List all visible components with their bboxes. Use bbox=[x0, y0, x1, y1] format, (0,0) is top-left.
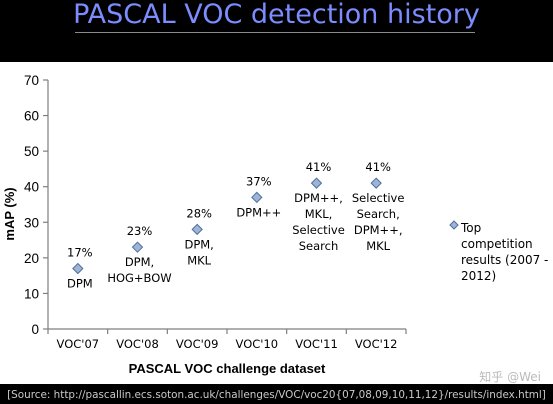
x-ticks: VOC'07 VOC'08 VOC'09 VOC'10 VOC'11 VOC'12 bbox=[47, 329, 407, 351]
method-label-line: Selective bbox=[292, 223, 345, 237]
method-label-line: MKL bbox=[366, 239, 390, 253]
x-tick-label: VOC'07 bbox=[57, 337, 100, 351]
method-label-line: DPM++, bbox=[294, 191, 343, 205]
method-label: DPM++ bbox=[236, 205, 281, 219]
y-tick-label: 30 bbox=[24, 215, 39, 230]
method-label-line: DPM++, bbox=[354, 223, 403, 237]
legend-marker bbox=[449, 220, 459, 230]
method-label: Selective Search, DPM++, MKL bbox=[352, 191, 405, 253]
value-label: 41% bbox=[306, 160, 332, 174]
legend-label-line: results (2007 - bbox=[461, 253, 548, 267]
x-tick-label: VOC'12 bbox=[355, 337, 398, 351]
method-label-line: HOG+BOW bbox=[107, 271, 171, 285]
data-point bbox=[72, 262, 84, 275]
watermark: 知乎 @Wei bbox=[479, 370, 541, 384]
method-label-line: Search, bbox=[357, 207, 400, 221]
value-label: 23% bbox=[127, 224, 153, 238]
method-label-line: DPM, bbox=[125, 255, 154, 269]
x-tick-label: VOC'11 bbox=[295, 337, 338, 351]
method-label: DPM++, MKL, Selective Search bbox=[292, 191, 345, 253]
method-label-line: Selective bbox=[352, 191, 405, 205]
y-tick-label: 20 bbox=[24, 251, 39, 266]
value-label: 37% bbox=[246, 174, 272, 188]
chart-panel bbox=[0, 62, 553, 384]
legend-label-line: Top bbox=[460, 221, 481, 235]
method-label: DPM bbox=[67, 277, 93, 291]
method-label-line: DPM bbox=[67, 277, 93, 291]
title-underline bbox=[75, 32, 475, 33]
data-points: 17% DPM 23% DPM, HOG+BOW 28% DPM, MKL 37% DPM++ 41… bbox=[67, 160, 404, 290]
data-point bbox=[251, 191, 263, 204]
x-tick-label: VOC'10 bbox=[236, 337, 279, 351]
data-point bbox=[310, 177, 323, 189]
value-label: 41% bbox=[365, 160, 391, 174]
x-tick-label: VOC'09 bbox=[176, 337, 219, 351]
method-label-line: Search bbox=[299, 239, 339, 253]
legend-label-line: competition bbox=[461, 237, 533, 251]
y-tick-label: 60 bbox=[24, 109, 39, 124]
x-axis-label: PASCAL VOC challenge dataset bbox=[129, 361, 326, 376]
method-label-line: MKL bbox=[187, 253, 211, 267]
y-tick-label: 40 bbox=[24, 180, 39, 195]
method-label: DPM, HOG+BOW bbox=[107, 255, 171, 285]
y-tick-label: 10 bbox=[24, 286, 39, 301]
data-point bbox=[131, 241, 144, 253]
y-axis-label: mAP (%) bbox=[2, 187, 17, 240]
y-tick-label: 70 bbox=[24, 73, 39, 88]
value-label: 28% bbox=[186, 206, 212, 220]
y-ticks: 0 10 20 30 40 50 60 70 bbox=[24, 73, 48, 337]
method-label-line: DPM++ bbox=[236, 205, 281, 219]
source-citation: [Source: http://pascallin.ecs.soton.ac.u… bbox=[7, 389, 546, 401]
method-label-line: DPM, bbox=[184, 237, 213, 251]
x-tick-label: VOC'08 bbox=[116, 337, 159, 351]
chart-legend: Top competition results (2007 - 2012) bbox=[449, 220, 548, 283]
method-label: DPM, MKL bbox=[184, 237, 213, 267]
slide-title: PASCAL VOC detection history bbox=[73, 0, 480, 30]
legend-label-line: 2012) bbox=[461, 269, 496, 283]
method-label-line: MKL, bbox=[305, 207, 333, 221]
value-label: 17% bbox=[67, 246, 93, 260]
y-tick-label: 50 bbox=[24, 144, 39, 159]
data-point bbox=[191, 223, 203, 236]
legend-label: Top competition results (2007 - 2012) bbox=[460, 221, 548, 283]
data-point bbox=[370, 177, 382, 189]
y-tick-label: 0 bbox=[31, 322, 39, 337]
